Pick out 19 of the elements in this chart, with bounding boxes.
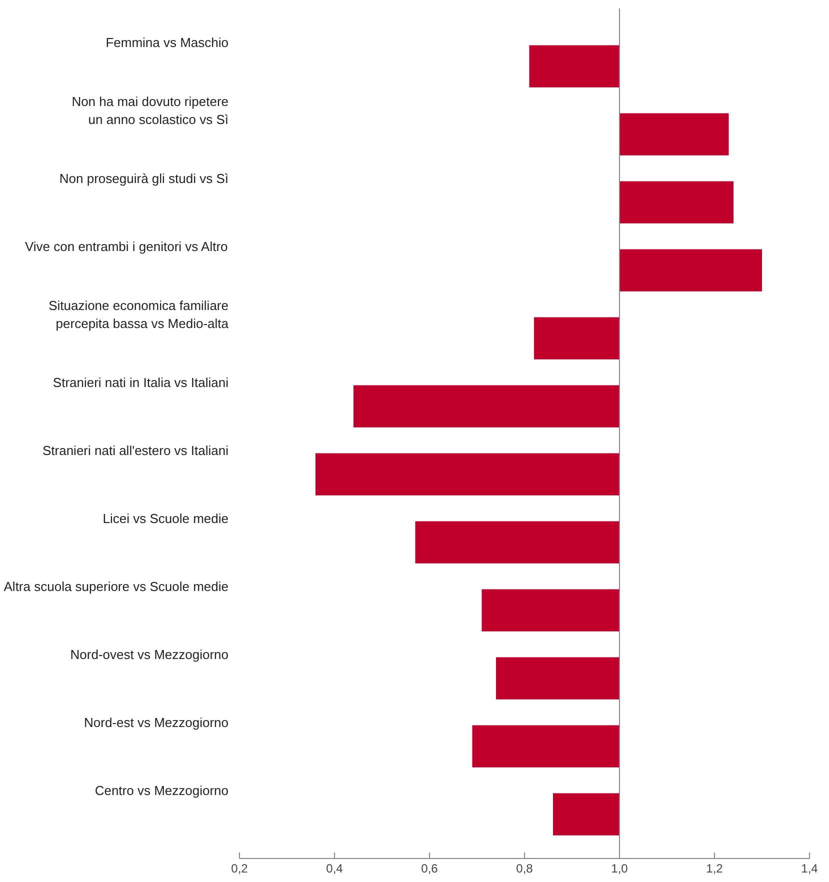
y-tick-label: Altra scuola superiore vs Scuole medie xyxy=(4,579,229,594)
x-tick-label: 0,8 xyxy=(516,862,534,876)
y-tick-label: Centro vs Mezzogiorno xyxy=(94,783,229,798)
y-tick-label: Licei vs Scuole medie xyxy=(102,511,229,526)
x-tick-label: 0,6 xyxy=(421,862,438,876)
x-tick-label: 1,2 xyxy=(706,862,724,876)
y-tick-label: Stranieri nati all'estero vs Italiani xyxy=(42,443,229,458)
y-tick-label: Femmina vs Maschio xyxy=(106,35,229,50)
y-tick-label: Nord-ovest vs Mezzogiorno xyxy=(70,647,229,662)
x-tick-label: 1,0 xyxy=(611,862,628,876)
y-tick-label: Non ha mai dovuto ripetere un anno scolastico vs Sì xyxy=(72,94,229,127)
y-tick-label: Nord-est vs Mezzogiorno xyxy=(84,715,228,730)
x-tick-label: 1,4 xyxy=(801,862,818,876)
y-tick-label: Vive con entrambi i genitori vs Altro xyxy=(24,239,228,254)
y-tick-label: Situazione economica familiare percepita bassa vs Medio-alta xyxy=(48,298,230,331)
y-tick-label: Stranieri nati in Italia vs Italiani xyxy=(52,375,229,390)
x-tick-label: 0,2 xyxy=(231,862,248,876)
x-tick-label: 0,4 xyxy=(326,862,344,876)
y-tick-label: Non proseguirà gli studi vs Sì xyxy=(59,171,229,186)
